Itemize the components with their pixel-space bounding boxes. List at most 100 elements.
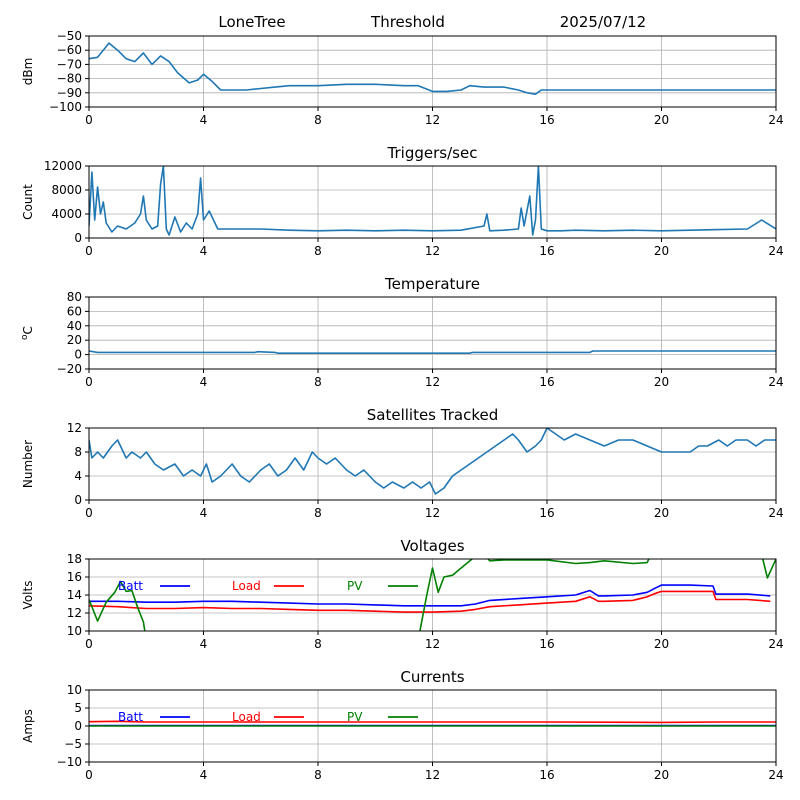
series-group — [89, 350, 776, 355]
legend-label-load: Load — [232, 579, 261, 593]
x-tick-label: 16 — [539, 244, 554, 258]
series-group — [89, 559, 776, 631]
x-tick-label: 12 — [425, 244, 440, 258]
header-date: 2025/07/12 — [560, 13, 646, 31]
y-tick-label: 5 — [74, 701, 82, 715]
chart-title: Voltages — [400, 537, 464, 555]
y-tick-label: 4000 — [51, 207, 82, 221]
x-tick-label: 12 — [425, 375, 440, 389]
header-mode: Threshold — [370, 13, 445, 31]
series-line-batt — [89, 584, 771, 607]
y-tick-label: −100 — [49, 100, 82, 114]
x-tick-label: 16 — [539, 637, 554, 651]
series-line-load — [89, 590, 771, 613]
x-tick-label: 24 — [768, 637, 783, 651]
y-tick-label: 8000 — [51, 183, 82, 197]
x-tick-label: 8 — [314, 113, 322, 127]
chart-title: Temperature — [384, 275, 480, 293]
chart-panel-6: Batt Load PV 0 4 8 12 16 20 24 −10 −5 0 5 10 Currents Am… — [21, 668, 784, 782]
series-line-1 — [89, 350, 776, 355]
chart-panel-2: 0 4 8 12 16 20 24 0 4000 8000 12000 Triggers/sec Cou… — [21, 144, 784, 258]
x-tick-label: 0 — [85, 768, 93, 782]
y-tick-label: 18 — [67, 552, 82, 566]
chart-title: Currents — [400, 668, 464, 686]
y-tick-label: 14 — [67, 588, 82, 602]
chart-title: Satellites Tracked — [367, 406, 498, 424]
y-tick-label: 0 — [74, 231, 82, 245]
chart-panel-5: Batt Load PV 0 4 8 12 16 20 24 10 12 14 16 18 Voltages V… — [21, 537, 784, 651]
x-tick-label: 4 — [200, 768, 208, 782]
y-tick-label: 12 — [67, 421, 82, 435]
series-group — [89, 428, 776, 495]
x-tick-label: 12 — [425, 637, 440, 651]
x-tick-label: 24 — [768, 768, 783, 782]
x-tick-label: 16 — [539, 506, 554, 520]
y-tick-label: 0 — [74, 493, 82, 507]
x-tick-label: 12 — [425, 768, 440, 782]
y-tick-label: −80 — [57, 72, 82, 86]
y-tick-label: 10 — [67, 683, 82, 697]
header-station: LoneTree — [218, 13, 285, 31]
y-tick-label: −10 — [57, 755, 82, 769]
series-group — [89, 166, 776, 236]
y-axis-label: dBm — [21, 58, 35, 86]
x-tick-label: 12 — [425, 113, 440, 127]
x-tick-label: 16 — [539, 375, 554, 389]
x-tick-label: 4 — [200, 244, 208, 258]
y-tick-label: −5 — [64, 737, 82, 751]
x-tick-label: 8 — [314, 244, 322, 258]
y-axis-label: Number — [21, 440, 35, 488]
y-tick-label: 0 — [74, 719, 82, 733]
x-tick-label: 20 — [654, 113, 669, 127]
x-tick-label: 20 — [654, 506, 669, 520]
y-tick-label: −60 — [57, 43, 82, 57]
y-tick-label: 20 — [67, 333, 82, 347]
y-axis-label: Amps — [21, 709, 35, 743]
series-line-load — [89, 720, 776, 724]
chart-title: Triggers/sec — [387, 144, 478, 162]
x-tick-label: 4 — [200, 637, 208, 651]
y-tick-label: −20 — [57, 362, 82, 376]
legend-label-batt: Batt — [118, 579, 143, 593]
x-tick-label: 0 — [85, 113, 93, 127]
x-tick-label: 4 — [200, 506, 208, 520]
x-tick-label: 20 — [654, 375, 669, 389]
y-tick-label: −50 — [57, 29, 82, 43]
x-tick-label: 12 — [425, 506, 440, 520]
x-tick-label: 0 — [85, 506, 93, 520]
x-tick-label: 4 — [200, 113, 208, 127]
x-tick-label: 0 — [85, 637, 93, 651]
x-tick-label: 20 — [654, 244, 669, 258]
x-tick-label: 20 — [654, 637, 669, 651]
x-tick-label: 24 — [768, 113, 783, 127]
y-axis-label: oC — [20, 326, 35, 340]
x-tick-label: 0 — [85, 244, 93, 258]
legend-label-pv: PV — [347, 579, 363, 593]
x-tick-label: 16 — [539, 768, 554, 782]
y-tick-label: 40 — [67, 319, 82, 333]
y-axis-label: Count — [21, 184, 35, 220]
x-tick-label: 24 — [768, 375, 783, 389]
y-tick-label: 12 — [67, 606, 82, 620]
x-tick-label: 20 — [654, 768, 669, 782]
y-tick-label: 4 — [74, 469, 82, 483]
x-tick-label: 0 — [85, 375, 93, 389]
x-tick-label: 8 — [314, 506, 322, 520]
x-tick-label: 8 — [314, 637, 322, 651]
x-tick-label: 8 — [314, 375, 322, 389]
y-tick-label: −70 — [57, 57, 82, 71]
series-line-pv — [89, 559, 776, 631]
y-tick-label: 0 — [74, 348, 82, 362]
series-line-1 — [89, 42, 776, 95]
legend-label-pv: PV — [347, 710, 363, 724]
chart-panel-1: 0 4 8 12 16 20 24 −100−90−80−70−60−50 dBm — [21, 29, 784, 127]
series-group — [89, 42, 776, 95]
y-tick-label: 16 — [67, 570, 82, 584]
chart-panel-4: 0 4 8 12 16 20 24 0 4 8 12 Satellites Tracked Number — [21, 406, 784, 520]
y-tick-label: 12000 — [44, 159, 82, 173]
x-tick-label: 4 — [200, 375, 208, 389]
series-line-1 — [89, 428, 776, 495]
